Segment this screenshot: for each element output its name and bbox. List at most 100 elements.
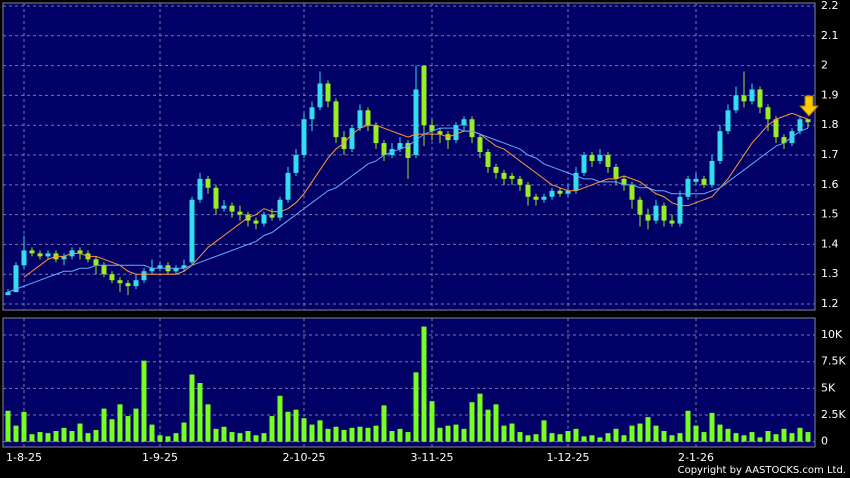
- candle-body: [237, 211, 243, 215]
- volume-bar: [85, 433, 91, 442]
- volume-bar: [589, 435, 595, 442]
- candle-body: [149, 268, 155, 272]
- candle-body: [653, 205, 659, 221]
- candle-body: [477, 137, 483, 153]
- candle-body: [645, 214, 651, 221]
- candle-body: [701, 178, 707, 185]
- y-tick-label: 0: [821, 435, 828, 448]
- volume-bar: [757, 437, 763, 442]
- candle-body: [717, 131, 723, 161]
- volume-bar: [781, 428, 787, 442]
- volume-bar: [693, 425, 699, 442]
- volume-bar: [221, 426, 227, 442]
- volume-bar: [733, 433, 739, 442]
- candle-body: [581, 155, 587, 173]
- candle-body: [173, 268, 179, 272]
- candle-body: [261, 214, 267, 224]
- volume-bar: [605, 433, 611, 442]
- volume-bar: [517, 432, 523, 442]
- volume-bar: [77, 423, 83, 442]
- volume-bar: [373, 425, 379, 442]
- copyright: Copyright by AASTOCKS.com Ltd.: [678, 465, 846, 476]
- volume-bar: [389, 431, 395, 442]
- volume-bar: [357, 426, 363, 442]
- candle-body: [301, 119, 307, 156]
- candle-body: [229, 205, 235, 212]
- volume-bar: [717, 424, 723, 442]
- y-tick-label: 1.6: [821, 178, 839, 191]
- volume-panel: [2, 317, 816, 448]
- volume-bar: [21, 411, 27, 442]
- volume-bar: [277, 395, 283, 442]
- x-tick-label: 1-9-25: [142, 451, 178, 464]
- volume-bar: [421, 326, 427, 442]
- volume-bar: [133, 408, 139, 442]
- y-tick-label: 2.5K: [821, 408, 846, 421]
- candle-body: [45, 253, 51, 257]
- moving-average-line: [23, 112, 809, 278]
- volume-bar: [621, 435, 627, 442]
- candle-body: [133, 280, 139, 287]
- candle-body: [693, 178, 699, 182]
- volume-bar: [13, 425, 19, 442]
- candle-body: [5, 292, 11, 296]
- candle-body: [573, 172, 579, 191]
- volume-bar: [309, 424, 315, 442]
- volume-bar: [157, 435, 163, 442]
- volume-bar: [29, 434, 35, 442]
- candle-body: [517, 178, 523, 185]
- candle-body: [677, 196, 683, 224]
- volume-bar: [125, 416, 131, 442]
- candle-body: [461, 119, 467, 126]
- candle-body: [725, 110, 731, 132]
- candle-body: [269, 214, 275, 218]
- x-tick-label: 2-1-26: [678, 451, 714, 464]
- candle-body: [109, 274, 115, 281]
- volume-bar: [173, 433, 179, 442]
- candle-body: [669, 220, 675, 224]
- y-tick-label: 1.3: [821, 267, 839, 280]
- volume-bar: [541, 420, 547, 442]
- candle-body: [125, 283, 131, 287]
- volume-bar: [413, 372, 419, 442]
- candle-body: [797, 119, 803, 132]
- arrow-icon: [798, 95, 820, 117]
- volume-bar: [549, 433, 555, 442]
- volume-bar: [637, 423, 643, 442]
- candle-body: [93, 259, 99, 266]
- volume-bar: [341, 429, 347, 442]
- volume-bar: [197, 383, 203, 442]
- candle-body: [661, 205, 667, 221]
- volume-bar: [189, 374, 195, 442]
- candle-body: [333, 101, 339, 138]
- volume-bar: [437, 427, 443, 442]
- candle-body: [621, 178, 627, 185]
- x-tick-label: 1-8-25: [6, 451, 42, 464]
- candle-body: [61, 256, 67, 260]
- volume-bar: [741, 435, 747, 442]
- volume-bar: [381, 405, 387, 442]
- candle-body: [533, 196, 539, 200]
- candle-body: [493, 166, 499, 173]
- candle-body: [749, 89, 755, 102]
- volume-bar: [581, 436, 587, 442]
- candle-body: [685, 178, 691, 197]
- volume-bar: [317, 420, 323, 442]
- candle-body: [13, 265, 19, 293]
- candle-body: [405, 143, 411, 158]
- candle-body: [213, 187, 219, 209]
- candle-body: [181, 265, 187, 269]
- y-tick-label: 1.5: [821, 208, 839, 221]
- y-tick-label: 1.9: [821, 88, 839, 101]
- volume-bar: [653, 425, 659, 442]
- moving-average-line: [7, 127, 809, 293]
- volume-bar: [485, 409, 491, 442]
- volume-bar: [293, 409, 299, 442]
- volume-bar: [61, 427, 67, 442]
- candle-body: [557, 190, 563, 194]
- candle-body: [741, 95, 747, 102]
- volume-bar: [237, 433, 243, 442]
- y-tick-label: 1.2: [821, 297, 839, 310]
- candle-body: [541, 196, 547, 200]
- y-tick-label: 2.1: [821, 29, 839, 42]
